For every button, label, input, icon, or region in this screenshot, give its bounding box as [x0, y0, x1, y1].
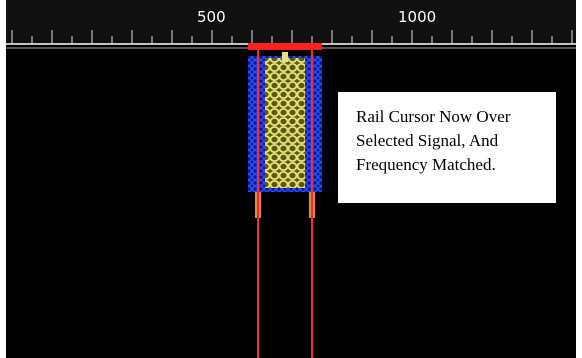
frequency-ruler [6, 0, 576, 48]
annotation-line: Selected Signal, And [356, 131, 499, 150]
waterfall-window: Rail Cursor Now Over Selected Signal, An… [0, 0, 582, 358]
scale-label: 1000 [398, 8, 436, 26]
annotation-line: Frequency Matched. [356, 155, 496, 174]
signal-marker [282, 52, 288, 62]
scale-label: 500 [197, 8, 226, 26]
page: Rail Cursor Now Over Selected Signal, An… [0, 0, 582, 358]
rail-cursor-bar [248, 43, 322, 50]
annotation-line: Rail Cursor Now Over [356, 107, 511, 126]
signal-core [265, 58, 305, 188]
